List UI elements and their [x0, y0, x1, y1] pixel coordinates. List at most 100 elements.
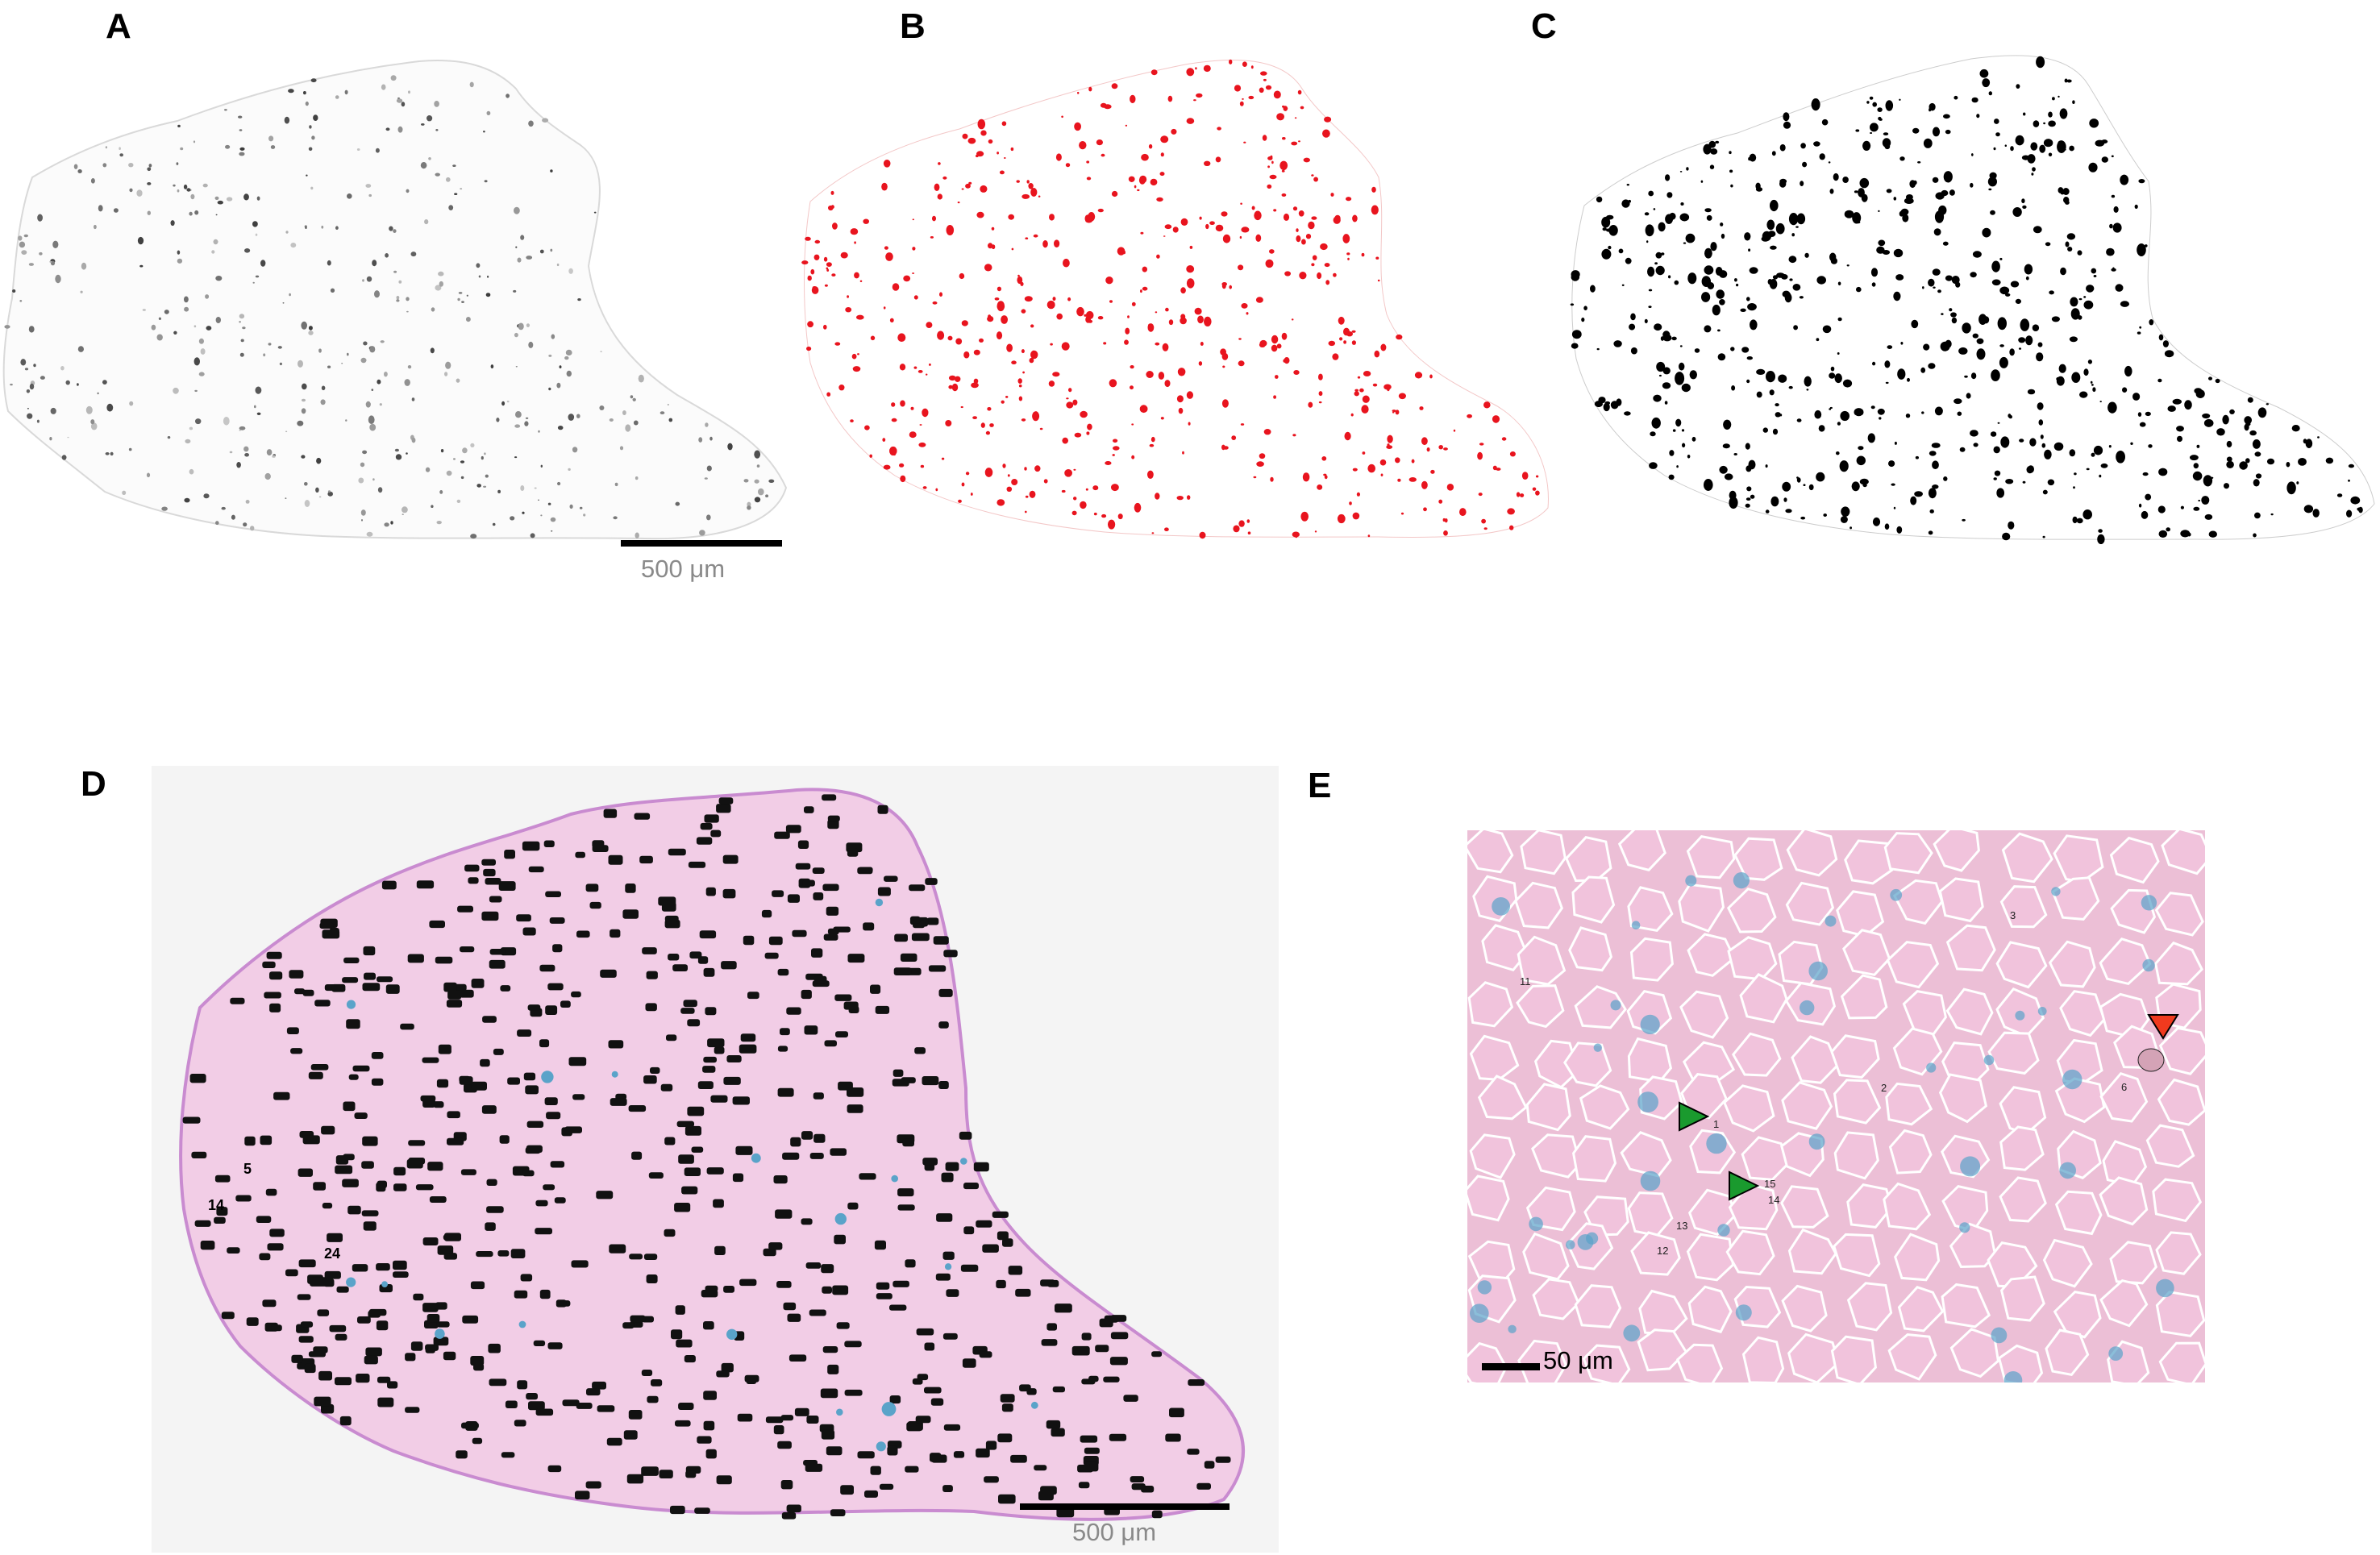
tissue-speck	[1352, 512, 1360, 520]
object-label-blob	[304, 1363, 316, 1374]
tissue-speck	[239, 321, 241, 323]
tissue-speck	[922, 486, 927, 489]
tissue-speck	[1994, 470, 2001, 476]
tissue-speck	[1273, 209, 1277, 212]
tissue-speck	[1120, 252, 1123, 255]
tissue-speck	[1034, 465, 1041, 472]
tissue-speck	[1849, 526, 1852, 530]
object-label-blob	[959, 1131, 972, 1140]
object-label-blob	[787, 1313, 801, 1322]
object-label-blob	[997, 1231, 1009, 1241]
tissue-speck	[1756, 391, 1762, 398]
tissue-speck	[1630, 313, 1636, 321]
object-label-blob	[930, 1453, 942, 1462]
muscle-fiber	[1781, 1081, 1833, 1130]
object-label-blob	[723, 1076, 741, 1085]
tissue-speck	[1691, 436, 1696, 442]
object-label-blob	[547, 1465, 562, 1473]
tissue-speck	[1371, 186, 1376, 193]
tissue-speck	[270, 145, 276, 149]
tissue-speck	[254, 405, 256, 409]
tissue-speck	[1178, 407, 1184, 414]
tissue-speck	[1662, 331, 1671, 339]
muscle-fiber	[1945, 987, 1994, 1036]
tissue-speck	[1269, 174, 1277, 180]
object-label-blob	[911, 933, 930, 942]
tissue-speck	[1978, 314, 1987, 326]
object-label-blob	[945, 1162, 959, 1171]
object-label-blob	[622, 1322, 635, 1329]
tissue-speck	[2184, 400, 2192, 410]
tissue-speck	[1324, 475, 1328, 480]
tissue-speck	[461, 301, 464, 303]
object-label-blob	[1051, 1428, 1065, 1437]
object-label-blob	[739, 1044, 757, 1054]
tissue-speck	[1687, 272, 1697, 285]
tissue-speck	[1668, 275, 1671, 279]
tissue-speck	[2088, 162, 2098, 173]
tissue-speck	[1103, 342, 1107, 345]
muscle-fiber	[1627, 1037, 1673, 1083]
object-label-blob	[585, 884, 599, 892]
tissue-speck	[1024, 467, 1027, 471]
object-label-blob	[1088, 1375, 1099, 1382]
object-label-blob	[381, 880, 397, 890]
tissue-speck	[2089, 118, 2099, 128]
tissue-speck	[1520, 493, 1525, 497]
muscle-fiber	[1733, 837, 1783, 881]
tissue-speck	[2305, 439, 2313, 448]
object-label-blob	[703, 967, 715, 977]
blue-nucleus	[1991, 1327, 2008, 1344]
tissue-speck	[1723, 419, 1732, 430]
object-label-blob	[774, 831, 790, 839]
muscle-fiber	[1833, 1079, 1882, 1125]
tissue-speck	[1583, 306, 1587, 311]
object-label-blob	[435, 956, 453, 964]
panel-e-number-13: 13	[1676, 1220, 1688, 1232]
tissue-speck	[1624, 411, 1631, 416]
object-label-blob	[554, 1197, 566, 1204]
tissue-speck	[26, 389, 31, 393]
tissue-speck	[2074, 472, 2077, 476]
tissue-speck	[1650, 431, 1656, 437]
muscle-fiber	[1516, 984, 1565, 1029]
tissue-speck	[1160, 135, 1169, 143]
tissue-speck	[1125, 124, 1128, 127]
tissue-speck	[1929, 108, 1932, 112]
object-label-blob	[572, 1094, 585, 1100]
tissue-speck	[1859, 478, 1869, 485]
object-label-blob	[1131, 1483, 1146, 1491]
object-label-blob	[666, 1034, 677, 1042]
tissue-speck	[2000, 436, 2010, 448]
tissue-speck	[77, 169, 82, 173]
tissue-speck	[997, 286, 1001, 292]
tissue-speck	[1783, 112, 1790, 122]
tissue-speck	[2245, 458, 2250, 464]
tissue-speck	[1001, 315, 1008, 324]
tissue-speck	[2111, 194, 2116, 198]
tissue-speck	[1932, 460, 1939, 469]
blue-nucleus	[2141, 895, 2157, 911]
tissue-speck	[1240, 423, 1245, 426]
tissue-speck	[372, 260, 377, 267]
object-label-blob	[322, 1203, 333, 1209]
tissue-speck	[266, 449, 273, 456]
tissue-speck	[1884, 143, 1891, 150]
tissue-speck	[1006, 343, 1013, 352]
tissue-speck	[1867, 433, 1875, 443]
tissue-speck	[1775, 222, 1785, 235]
tissue-speck	[1387, 434, 1393, 443]
tissue-speck	[1313, 177, 1318, 182]
tissue-speck	[1203, 64, 1211, 73]
tissue-speck	[900, 475, 906, 483]
tissue-speck	[1180, 314, 1186, 320]
blue-stain-patch	[1030, 1401, 1038, 1409]
tissue-speck	[255, 233, 258, 236]
tissue-speck	[268, 135, 274, 142]
tissue-speck	[243, 446, 249, 452]
object-label-blob	[552, 944, 563, 953]
blue-nucleus	[1470, 1303, 1489, 1323]
panel-e-image	[1467, 830, 2205, 1382]
tissue-speck	[1590, 285, 1596, 293]
object-label-blob	[703, 1056, 717, 1063]
